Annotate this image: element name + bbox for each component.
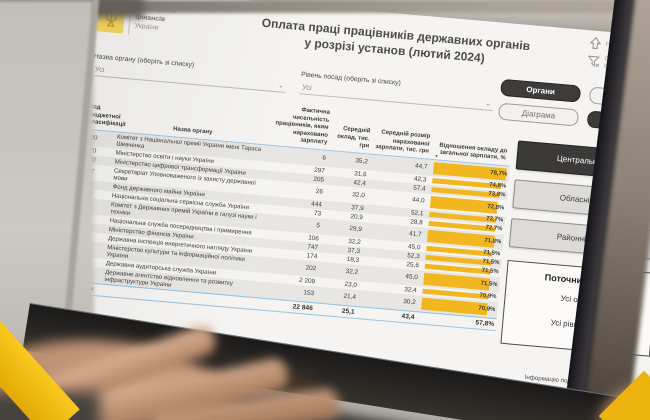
cell-accrued: 44,7 [414, 162, 428, 171]
page-title: Оплата праці працівників державних орган… [261, 15, 531, 66]
ratio-value: 73,8% [488, 191, 506, 199]
total-ratio: 57,8% [475, 318, 495, 328]
cell-accrued: 44,0 [411, 196, 425, 205]
cell-accrued: 30,2 [402, 298, 416, 307]
chevron-down-icon: ⌄ [485, 99, 492, 108]
cell-salary: 35,2 [355, 157, 369, 166]
ratio-value: 71,5% [481, 267, 499, 276]
cell-headcount: 26 [315, 188, 324, 196]
cell-accrued: 41,7 [408, 230, 422, 239]
ratio-value: 71,5% [482, 249, 501, 258]
back-to-top-button[interactable]: Наверх [588, 36, 650, 57]
total-accrued: 43,4 [401, 312, 415, 321]
col-accrued[interactable]: Середній розмір нарахованої зарплати, ти… [375, 129, 431, 155]
cell-headcount: 5 [316, 222, 321, 230]
cell-headcount: 6 [322, 154, 327, 162]
cell-headcount: 153 [303, 289, 315, 298]
cell-accrued: 45,0 [405, 273, 419, 282]
org-filter-value: Усі [94, 64, 105, 75]
cell-salary: 32,2 [345, 267, 359, 276]
cell-salary: 32,0 [352, 191, 366, 200]
level-filter-value: Усі [301, 82, 313, 93]
toggle-diagrama[interactable]: Діаграма [497, 102, 580, 127]
total-headcount: 22 846 [292, 302, 314, 312]
ratio-value: 72,7% [485, 224, 503, 233]
salary-table: Код бюджетної класифікації Назва органу … [73, 89, 514, 331]
total-salary: 25,1 [341, 307, 355, 316]
toggle-organy[interactable]: Органи [500, 78, 582, 103]
sort-desc-icon: ▼ [434, 152, 439, 159]
cell-salary: 21,4 [343, 292, 357, 301]
cell-salary: 29,9 [349, 225, 363, 234]
arrow-up-icon [589, 36, 602, 50]
ratio-value: 74,8% [488, 182, 507, 190]
reset-filters-button[interactable]: Скинути фільтри [587, 54, 650, 76]
cell-headcount: 202 [305, 264, 317, 273]
chevron-down-icon: ⌄ [277, 81, 285, 90]
col-salary[interactable]: Середній оклад, тис. грн [336, 126, 371, 150]
col-headcount[interactable]: Фактична чисельність працівників, яким н… [275, 107, 331, 146]
ratio-value: 70,9% [479, 292, 497, 301]
ratio-value: 72,7% [485, 215, 504, 224]
background-top [0, 0, 650, 13]
clear-filter-icon [587, 55, 601, 68]
ratio-value: 71,5% [482, 258, 500, 267]
